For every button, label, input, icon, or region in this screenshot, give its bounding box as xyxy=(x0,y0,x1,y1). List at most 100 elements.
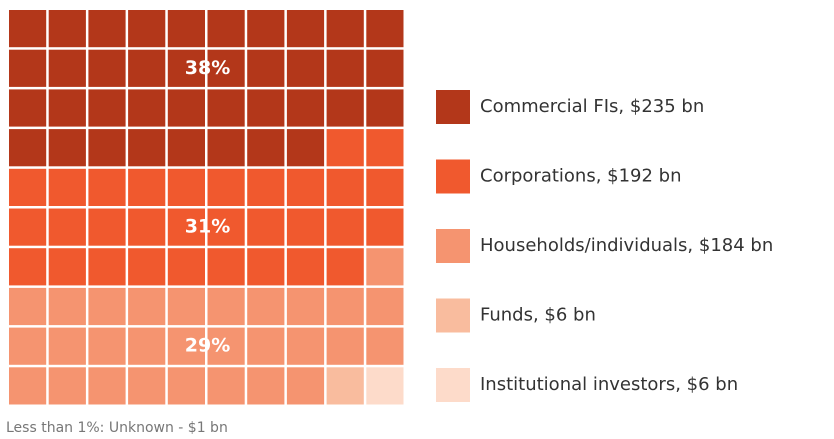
legend-label: Commercial FIs, $235 bn xyxy=(480,96,704,117)
waffle-cell xyxy=(326,129,364,167)
waffle-cell xyxy=(128,89,166,127)
waffle-cell xyxy=(128,327,166,365)
waffle-cell xyxy=(128,49,166,87)
waffle-cell xyxy=(326,10,364,48)
waffle-cell xyxy=(366,89,404,127)
waffle-cell xyxy=(286,49,325,87)
waffle-cell xyxy=(48,327,86,365)
waffle-cell xyxy=(286,129,325,167)
waffle-cell xyxy=(366,248,404,286)
waffle-cell xyxy=(326,287,364,326)
waffle-cell xyxy=(286,168,325,206)
waffle-cell xyxy=(247,49,285,87)
waffle-cell xyxy=(326,89,364,127)
legend-label: Funds, $6 bn xyxy=(480,305,596,326)
waffle-cell xyxy=(48,89,86,127)
waffle-cell xyxy=(88,168,126,206)
waffle-cell xyxy=(247,129,285,167)
waffle-cell xyxy=(128,168,166,206)
waffle-cell xyxy=(326,367,364,405)
waffle-cell xyxy=(88,10,126,48)
waffle-cell xyxy=(286,248,325,286)
waffle-cell xyxy=(48,367,86,405)
waffle-cell xyxy=(286,208,325,246)
waffle-cell xyxy=(366,129,404,167)
waffle-cell xyxy=(326,248,364,286)
waffle-cell xyxy=(247,89,285,127)
waffle-cell xyxy=(167,10,205,48)
waffle-cell xyxy=(167,49,205,87)
waffle-cell xyxy=(9,89,47,127)
waffle-cell xyxy=(9,327,47,365)
legend-swatch xyxy=(436,298,470,333)
waffle-cell xyxy=(207,327,245,365)
waffle-cell xyxy=(88,89,126,127)
waffle-cell xyxy=(326,208,364,246)
waffle-cell xyxy=(48,49,86,87)
waffle-cell xyxy=(286,287,325,326)
waffle-cell xyxy=(9,287,47,326)
waffle-cell xyxy=(247,367,285,405)
waffle-cell xyxy=(88,367,126,405)
waffle-cell xyxy=(9,248,47,286)
waffle-cell xyxy=(207,49,245,87)
data-label: 31% xyxy=(185,216,230,238)
waffle-cell xyxy=(9,49,47,87)
waffle-cell xyxy=(207,208,245,246)
waffle-cell xyxy=(128,248,166,286)
waffle-cell xyxy=(366,287,404,326)
waffle-cell xyxy=(48,129,86,167)
waffle-cell xyxy=(88,129,126,167)
waffle-cell xyxy=(247,287,285,326)
waffle-cell xyxy=(366,10,404,48)
waffle-cell xyxy=(48,10,86,48)
waffle-cell xyxy=(286,367,325,405)
waffle-cell xyxy=(366,208,404,246)
waffle-cell xyxy=(128,208,166,246)
waffle-cell xyxy=(9,129,47,167)
waffle-cell xyxy=(207,10,245,48)
waffle-cell xyxy=(167,248,205,286)
waffle-cell xyxy=(207,367,245,405)
waffle-cell xyxy=(167,168,205,206)
footnote: Less than 1%: Unknown - $1 bn xyxy=(6,420,228,436)
waffle-cell xyxy=(286,10,325,48)
legend-swatch xyxy=(436,229,470,263)
waffle-cell xyxy=(167,287,205,326)
legend-swatch xyxy=(436,368,470,402)
waffle-cell xyxy=(326,327,364,365)
legend-label: Corporations, $192 bn xyxy=(480,166,682,187)
legend-swatch xyxy=(436,90,470,124)
waffle-cell xyxy=(207,89,245,127)
waffle-cell xyxy=(167,327,205,365)
waffle-cell xyxy=(207,248,245,286)
data-label: 38% xyxy=(185,57,230,79)
waffle-cell xyxy=(9,10,47,48)
waffle-cell xyxy=(48,208,86,246)
waffle-cell xyxy=(167,367,205,405)
waffle-cell xyxy=(88,287,126,326)
waffle-cell xyxy=(247,208,285,246)
waffle-cell xyxy=(366,49,404,87)
waffle-cell xyxy=(247,248,285,286)
waffle-cell xyxy=(9,367,47,405)
waffle-cell xyxy=(88,49,126,87)
waffle-cell xyxy=(48,287,86,326)
waffle-cell xyxy=(326,49,364,87)
waffle-cell xyxy=(207,129,245,167)
waffle-cell xyxy=(326,168,364,206)
waffle-cell xyxy=(247,168,285,206)
legend-swatch xyxy=(436,159,470,194)
waffle-cell xyxy=(366,367,404,405)
waffle-cell xyxy=(167,129,205,167)
waffle-cell xyxy=(88,327,126,365)
waffle-cell xyxy=(167,208,205,246)
waffle-cell xyxy=(128,10,166,48)
waffle-cell xyxy=(167,89,205,127)
waffle-cell xyxy=(88,208,126,246)
waffle-cell xyxy=(286,327,325,365)
waffle-cell xyxy=(207,287,245,326)
waffle-cell xyxy=(286,89,325,127)
waffle-cell xyxy=(247,327,285,365)
waffle-cell xyxy=(48,248,86,286)
